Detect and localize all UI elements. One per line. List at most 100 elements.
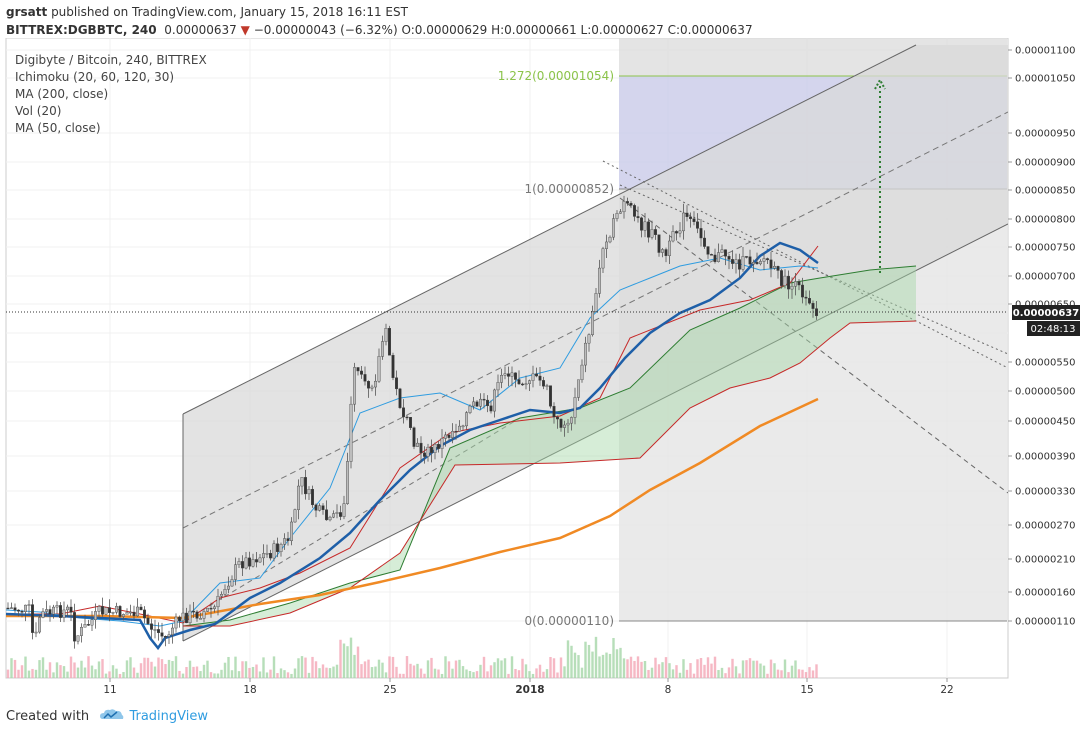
candle-body — [349, 403, 353, 462]
volume-bar — [374, 666, 377, 678]
candle-body — [738, 259, 742, 270]
candle-body — [321, 505, 325, 510]
senkou-b-line — [183, 320, 917, 627]
volume-bar — [192, 666, 195, 678]
price-tick-label: 0.00000750 — [1015, 243, 1075, 254]
volume-bar — [689, 663, 692, 678]
candle-body — [254, 559, 258, 563]
volume-bar — [220, 669, 223, 678]
candle-body — [191, 610, 195, 613]
volume-bar — [199, 671, 202, 678]
candle-body — [643, 221, 647, 231]
candle-body — [584, 342, 588, 366]
price-axis[interactable]: 0.00001100 0.00001050 0.00000950 0.00000900… — [1008, 46, 1075, 628]
volume-bar — [622, 658, 626, 678]
volume-bar — [496, 658, 500, 678]
candle-body — [594, 293, 598, 312]
candle-body — [69, 606, 73, 613]
tradingview-cloud-icon[interactable] — [99, 708, 125, 722]
candles — [6, 195, 819, 649]
volume-bar — [731, 658, 734, 678]
candle-body — [682, 212, 686, 232]
volume-bar — [69, 656, 73, 678]
candle-body — [549, 385, 553, 407]
candle-body — [591, 311, 595, 335]
volume-bar — [164, 664, 167, 678]
candle-body — [276, 543, 280, 552]
volume-bar — [696, 659, 699, 678]
volume-bar — [657, 664, 661, 678]
volume-bar — [647, 669, 650, 678]
candle-body — [128, 611, 132, 614]
volume-bar — [423, 673, 426, 678]
price-tick-label: 0.00000450 — [1015, 417, 1075, 428]
candle-body — [734, 259, 738, 264]
candle-body — [125, 612, 129, 615]
candle-body — [510, 372, 514, 377]
down-arrow-icon: ▼ — [240, 23, 250, 37]
price-chart[interactable]: 1.272(0.00001054) 1(0.00000852) 0(0.0000… — [0, 38, 1085, 704]
candle-body — [363, 374, 367, 382]
candle-body — [769, 259, 773, 269]
candle-body — [24, 604, 28, 612]
projection-arrowhead-icon — [874, 77, 886, 90]
candle-body — [699, 228, 703, 239]
candle-body — [493, 389, 497, 412]
volume-bar — [727, 667, 731, 678]
candle-body — [205, 607, 209, 612]
candle-body — [465, 412, 469, 427]
candle-body — [430, 446, 434, 453]
volume-bar — [671, 669, 675, 678]
countdown-badge — [1027, 321, 1080, 336]
candle-body — [107, 607, 111, 613]
candle-body — [521, 383, 525, 386]
volume-bar — [349, 637, 353, 678]
candle-body — [454, 431, 458, 433]
volume-bar — [24, 656, 27, 678]
volume-bar — [178, 670, 181, 678]
volume-bar — [678, 672, 682, 678]
volume-bar — [738, 673, 741, 678]
volume-bar — [188, 660, 192, 678]
candle-body — [717, 252, 721, 262]
candle-body — [692, 218, 696, 222]
volume-bar — [62, 666, 66, 678]
volume-bar — [258, 671, 262, 678]
fib-label-0: 0(0.00000110) — [524, 614, 614, 628]
candle-body — [668, 240, 672, 256]
candle-body — [496, 382, 500, 391]
author-name[interactable]: grsatt — [6, 5, 48, 19]
price-tick-label: 0.00000500 — [1015, 387, 1075, 398]
open-value: O:0.00000629 — [401, 23, 488, 37]
volume-bar — [209, 672, 213, 678]
candle-body — [311, 489, 315, 506]
tradingview-link[interactable]: TradingView — [129, 709, 208, 724]
candle-body — [318, 505, 322, 511]
volume-bar — [426, 660, 430, 678]
published-text: published on TradingView.com, January 15… — [51, 5, 408, 19]
price-tick-label: 0.00000330 — [1015, 487, 1075, 498]
volume-bar — [619, 647, 622, 678]
candle-body — [90, 619, 94, 626]
volume-bar — [475, 671, 479, 678]
volume-bar — [20, 665, 24, 678]
volume-bar — [241, 661, 244, 678]
volume-bar — [66, 671, 69, 678]
last-price-badge — [1012, 305, 1080, 320]
candle-body — [629, 202, 633, 206]
time-axis[interactable]: 11 18 25 2018 8 15 22 — [103, 678, 954, 696]
time-tick-label: 2018 — [515, 684, 544, 696]
candle-body — [335, 512, 339, 514]
high-value: H:0.00000661 — [491, 23, 577, 37]
volume-bar — [713, 656, 717, 678]
candle-body — [304, 477, 308, 495]
candle-body — [65, 606, 69, 611]
candle-body — [447, 434, 451, 438]
volume-bar — [556, 672, 559, 678]
candle-body — [489, 405, 493, 412]
volume-bar — [398, 673, 402, 678]
volume-bar — [440, 673, 444, 678]
volume-bar — [104, 673, 108, 678]
volume-bar — [27, 670, 31, 678]
volume-bar — [213, 673, 216, 678]
